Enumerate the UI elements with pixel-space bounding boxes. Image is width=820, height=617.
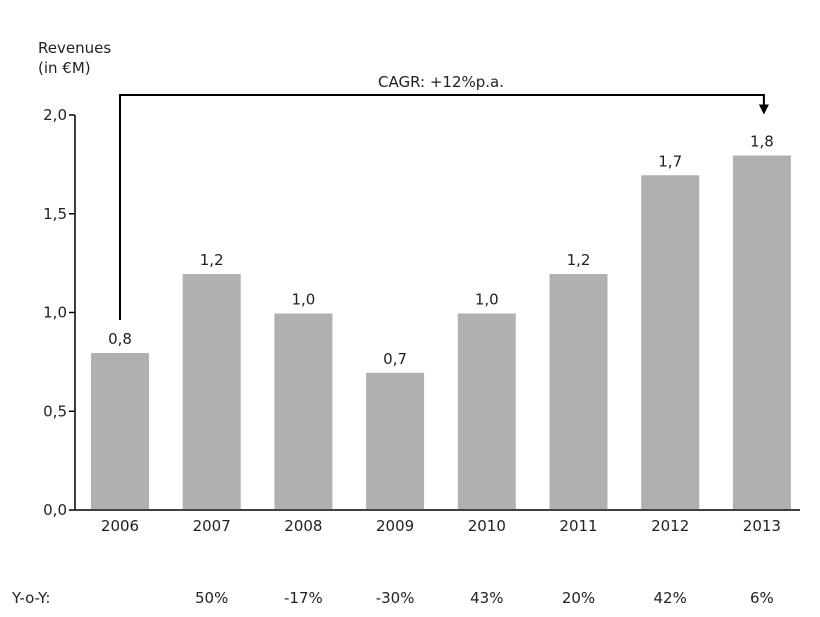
bar-2007 xyxy=(180,272,243,511)
y-axis-label-line2: (in €M) xyxy=(38,59,91,77)
x-tick-label: 2010 xyxy=(468,517,506,535)
x-tick-label: 2009 xyxy=(376,517,414,535)
bar-2013 xyxy=(730,153,793,511)
bar-2009 xyxy=(364,370,427,511)
y-axis-label-line1: Revenues xyxy=(38,39,111,57)
yoy-value: 42% xyxy=(654,589,687,607)
yoy-value: -17% xyxy=(284,589,323,607)
x-tick-label: 2007 xyxy=(193,517,231,535)
bar-2010 xyxy=(455,311,518,511)
data-label: 1,8 xyxy=(750,133,774,151)
yoy-value: 50% xyxy=(195,589,228,607)
y-tick-label: 0,0 xyxy=(43,501,67,519)
chart-marks: 0,0 0,5 1,0 1,5 2,0 2006 0,8 2007 1,2 50% 2008 1,0 -… xyxy=(43,94,800,607)
data-label: 1,0 xyxy=(291,291,315,309)
y-tick-label: 1,0 xyxy=(43,304,67,322)
x-tick-label: 2013 xyxy=(743,517,781,535)
bar-2006 xyxy=(89,351,151,511)
y-tick-label: 2,0 xyxy=(43,106,67,124)
data-label: 1,7 xyxy=(658,152,682,170)
bar-2011 xyxy=(547,272,610,511)
x-tick-label: 2012 xyxy=(651,517,689,535)
x-tick-label: 2008 xyxy=(284,517,322,535)
data-label: 1,0 xyxy=(475,291,499,309)
y-tick-label: 0,5 xyxy=(43,402,67,420)
cagr-annotation-label: CAGR: +12%p.a. xyxy=(378,73,504,91)
x-tick-label: 2006 xyxy=(101,517,139,535)
data-label: 1,2 xyxy=(567,251,591,269)
data-label: 1,2 xyxy=(200,251,224,269)
yoy-value: 43% xyxy=(470,589,503,607)
data-label: 0,7 xyxy=(383,350,407,368)
data-label: 0,8 xyxy=(108,330,132,348)
yoy-value: 6% xyxy=(750,589,774,607)
yoy-value: 20% xyxy=(562,589,595,607)
cagr-arrowhead-icon xyxy=(758,104,769,115)
y-tick-label: 1,5 xyxy=(43,205,67,223)
x-tick-label: 2011 xyxy=(559,517,597,535)
bar-2012 xyxy=(639,173,702,511)
yoy-value: -30% xyxy=(376,589,415,607)
yoy-row-label: Y-o-Y: xyxy=(11,589,50,607)
bar-2008 xyxy=(272,311,335,511)
cagr-bracket-line xyxy=(119,94,765,320)
